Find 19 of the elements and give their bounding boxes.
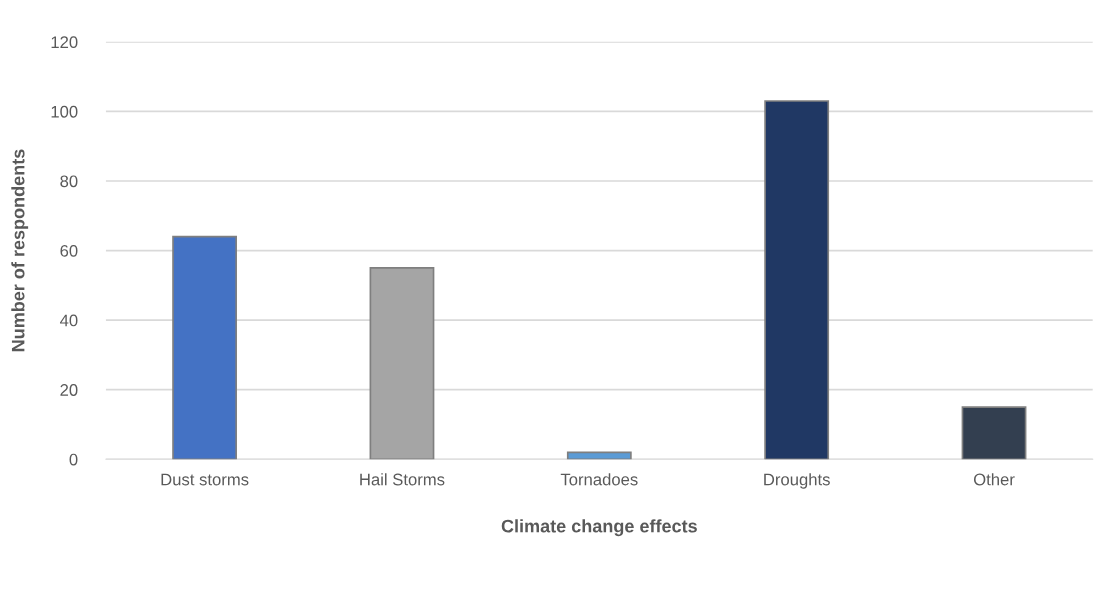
bar xyxy=(961,406,1027,460)
x-tick-label: Hail Storms xyxy=(360,473,445,486)
x-tick-label: Other xyxy=(973,473,1015,486)
x-tick-label: Tornadoes xyxy=(560,473,638,486)
x-tick-label: Droughts xyxy=(764,473,830,489)
bar xyxy=(764,100,830,460)
bar xyxy=(566,451,632,460)
y-tick-label: 0 xyxy=(69,453,78,466)
bar xyxy=(369,267,435,460)
bar xyxy=(172,235,238,460)
y-tick-label: 40 xyxy=(59,314,78,327)
y-tick-label: 100 xyxy=(51,105,78,118)
x-axis-title: Climate change effects xyxy=(501,519,697,537)
y-axis-title: Number of respondents xyxy=(11,149,29,352)
x-tick-label: Dust storms xyxy=(161,473,249,486)
y-tick-label: 120 xyxy=(51,36,78,49)
y-tick-label: 80 xyxy=(60,175,78,188)
y-tick-label: 20 xyxy=(60,384,78,396)
y-tick-label: 60 xyxy=(60,244,78,257)
